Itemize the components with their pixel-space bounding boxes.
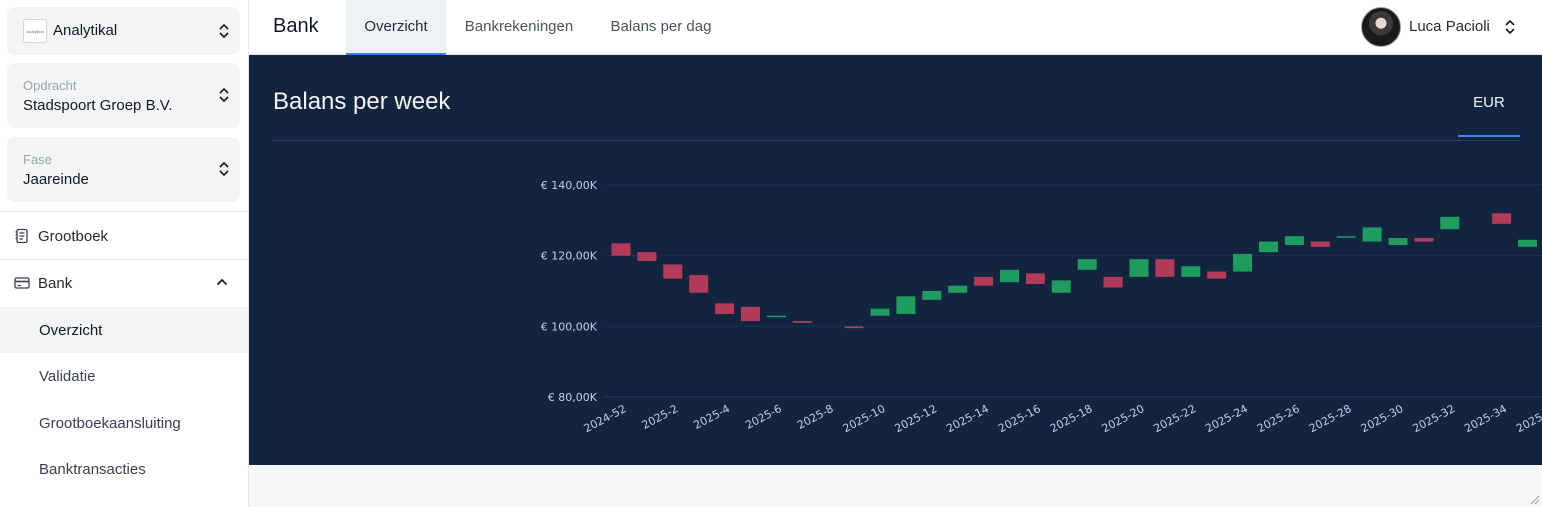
tab-overzicht[interactable]: Overzicht — [346, 0, 446, 55]
x-tick-label: 2025-16 — [996, 402, 1043, 435]
y-tick-label: € 120,00K — [541, 250, 598, 263]
candle-up — [1284, 236, 1304, 246]
candle-down — [637, 252, 657, 261]
candle-down — [1103, 276, 1123, 288]
candle-down — [1207, 271, 1227, 279]
candle-up — [1077, 259, 1097, 270]
credit-card-icon — [14, 277, 30, 289]
candle-up — [896, 296, 916, 314]
x-tick-label: 2025-4 — [691, 402, 732, 432]
candle-down — [1155, 259, 1175, 277]
sidebar-subitem-overzicht[interactable]: Overzicht — [0, 307, 248, 353]
x-tick-label: 2025-22 — [1152, 402, 1199, 435]
x-tick-label: 2025-34 — [1462, 402, 1509, 435]
chevron-up-down-icon — [219, 87, 229, 103]
chevron-up-down-icon — [219, 161, 229, 177]
candle-up — [1362, 227, 1382, 242]
x-tick-label: 2025-24 — [1203, 402, 1250, 435]
x-tick-label: 2025-14 — [944, 402, 991, 435]
panel-divider — [273, 140, 1520, 141]
sidebar-item-bank[interactable]: Bank — [0, 260, 248, 306]
chart-title: Balans per week — [273, 88, 451, 115]
candle-down — [741, 306, 760, 322]
candle-up — [870, 308, 890, 316]
x-tick-label: 2025-8 — [795, 402, 836, 432]
sidebar: Analytikal Analytikal Opdracht Stadspoor… — [0, 0, 249, 507]
candle-up — [1518, 239, 1537, 247]
chevron-up-down-icon — [219, 23, 229, 39]
candle-down — [715, 303, 735, 314]
avatar — [1361, 7, 1401, 47]
organization-logo: Analytikal — [23, 19, 47, 43]
x-tick-label: 2025-12 — [893, 402, 940, 435]
candle-up — [922, 291, 942, 300]
opdracht-value: Stadspoort Groep B.V. — [23, 97, 173, 114]
candle-up — [1388, 238, 1408, 246]
candle-down — [844, 326, 864, 329]
x-tick-label: 2025-10 — [841, 402, 888, 435]
x-tick-label: 2025-18 — [1048, 402, 1095, 435]
x-tick-label: 2025-20 — [1100, 402, 1147, 435]
candle-up — [766, 315, 786, 318]
page-title: Bank — [273, 15, 319, 37]
tab-balans-per-dag[interactable]: Balans per dag — [610, 18, 712, 35]
balance-chart-panel: Balans per week EUR € 140,00K € 120,00K € … — [249, 55, 1542, 465]
organization-name: Analytikal — [53, 22, 118, 39]
y-tick-label: € 100,00K — [541, 320, 598, 333]
fase-label: Fase — [23, 152, 52, 167]
opdracht-label: Opdracht — [23, 78, 77, 93]
sidebar-subitem-banktransacties[interactable]: Banktransacties — [39, 461, 146, 478]
sidebar-item-grootboek[interactable]: Grootboek — [0, 213, 248, 259]
candle-down — [663, 264, 683, 279]
candle-up — [1233, 253, 1253, 272]
candle-up — [1051, 280, 1071, 293]
opdracht-selector[interactable]: Opdracht Stadspoort Groep B.V. — [7, 63, 240, 128]
chevron-up-down-icon — [1505, 19, 1515, 35]
candle-down — [1310, 241, 1330, 247]
y-tick-label: € 80,00K — [548, 391, 598, 404]
chevron-up-icon[interactable] — [216, 277, 228, 287]
fase-selector[interactable]: Fase Jaareinde — [7, 137, 240, 202]
currency-tab-eur[interactable]: EUR — [1458, 75, 1520, 137]
top-navigation: Bank Overzicht Bankrekeningen Balans per… — [249, 0, 1542, 55]
sidebar-divider — [0, 259, 248, 260]
candle-down — [689, 275, 709, 293]
candle-up — [1000, 269, 1019, 283]
x-tick-label: 2024-52 — [582, 402, 629, 435]
organization-selector[interactable]: Analytikal Analytikal — [7, 7, 240, 55]
sidebar-item-label: Bank — [38, 275, 73, 292]
resize-handle-icon[interactable] — [1528, 493, 1540, 505]
user-menu[interactable]: Luca Pacioli — [1361, 7, 1516, 47]
candle-up — [1259, 241, 1278, 253]
x-tick-label: 2025-2 — [640, 402, 681, 432]
candle-up — [1336, 236, 1356, 238]
x-tick-label: 2025-30 — [1359, 402, 1406, 435]
y-tick-label: € 140,00K — [541, 179, 598, 192]
candle-up — [1129, 259, 1149, 277]
x-tick-label: 2025-26 — [1255, 402, 1302, 435]
candle-down — [792, 321, 812, 323]
x-tick-label: 2025-32 — [1411, 402, 1458, 435]
candle-up — [1181, 266, 1201, 277]
candle-down — [611, 243, 631, 256]
tab-bankrekeningen[interactable]: Bankrekeningen — [464, 18, 574, 35]
candle-down — [1025, 273, 1045, 284]
x-tick-label: 2025-28 — [1307, 402, 1354, 435]
sidebar-subitem-grootboekaansluiting[interactable]: Grootboekaansluiting — [39, 415, 181, 432]
x-tick-label: 2025-36 — [1514, 402, 1542, 435]
ledger-icon — [15, 228, 28, 244]
sidebar-divider — [0, 211, 248, 212]
x-tick-label: 2025-6 — [743, 402, 784, 432]
candle-up — [1440, 216, 1460, 230]
fase-value: Jaareinde — [23, 171, 89, 188]
candle-up — [948, 285, 968, 293]
sidebar-subitem-validatie[interactable]: Validatie — [39, 368, 96, 385]
candle-down — [974, 276, 994, 286]
candle-down — [1414, 238, 1434, 242]
user-name: Luca Pacioli — [1409, 18, 1490, 35]
candle-down — [1492, 213, 1512, 224]
candlestick-chart: € 140,00K € 120,00K € 100,00K € 80,00K2024-… — [541, 179, 1542, 435]
sidebar-item-label: Grootboek — [38, 228, 109, 245]
